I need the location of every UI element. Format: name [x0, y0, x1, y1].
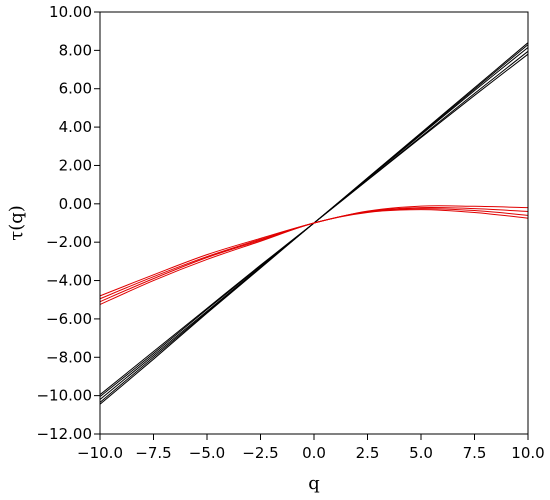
y-tick-label: 8.00 [59, 41, 92, 59]
plot-lines [99, 42, 529, 405]
x-axis: −10.0 −7.5 −5.0 −2.5 0.0 2.5 5.0 7.5 10.0 [77, 434, 545, 462]
series-line-5 [99, 53, 529, 396]
x-axis-title: q [308, 473, 320, 494]
y-tick-label: 6.00 [59, 80, 92, 98]
x-tick-label: −10.0 [77, 444, 123, 462]
y-tick-label: −2.00 [46, 233, 92, 251]
y-tick-label: 4.00 [59, 118, 92, 136]
y-tick-label: 2.00 [59, 156, 92, 174]
series-line-6 [99, 209, 529, 305]
x-tick-label: 10.0 [511, 444, 544, 462]
y-tick-label: −6.00 [46, 310, 92, 328]
x-tick-label: −5.0 [189, 444, 225, 462]
x-tick-label: 5.0 [409, 444, 433, 462]
series-line-9 [99, 205, 529, 297]
x-tick-label: 7.5 [463, 444, 487, 462]
y-tick-label: −12.00 [36, 425, 92, 443]
y-axis: 10.00 8.00 6.00 4.00 2.00 0.00 −2.00 −4.00 −6.00… [36, 3, 100, 443]
y-tick-label: −10.00 [36, 387, 92, 405]
x-tick-label: 0.0 [302, 444, 326, 462]
series-line-8 [99, 207, 529, 300]
series-line-4 [99, 50, 529, 397]
x-tick-label: −2.5 [242, 444, 278, 462]
y-tick-label: 10.00 [49, 3, 92, 21]
y-tick-label: −4.00 [46, 272, 92, 290]
x-tick-label: 2.5 [356, 444, 380, 462]
y-tick-label: −8.00 [46, 348, 92, 366]
y-tick-label: 0.00 [59, 195, 92, 213]
y-axis-title: τ(q) [6, 205, 27, 241]
x-tick-label: −7.5 [135, 444, 171, 462]
